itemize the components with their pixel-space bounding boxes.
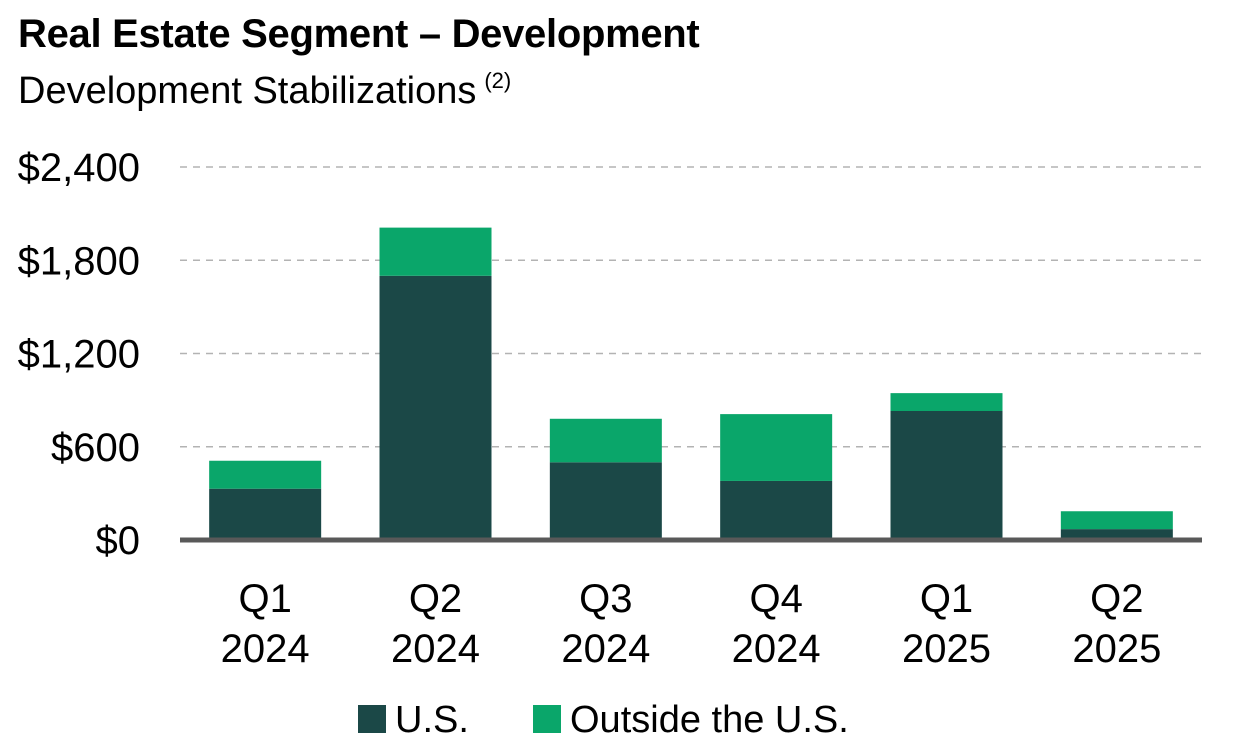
bar-outside-us bbox=[379, 227, 492, 276]
legend-label-us: U.S. bbox=[395, 699, 469, 741]
chart-title: Real Estate Segment – Development bbox=[18, 12, 700, 56]
gridlines bbox=[180, 166, 1202, 448]
y-axis-ticks: $0 $600 $1,200 $1,800 $2,400 bbox=[18, 146, 140, 563]
bar-outside-us bbox=[1060, 511, 1173, 530]
bar-outside-us bbox=[890, 393, 1003, 412]
bar-us bbox=[209, 488, 322, 540]
footnote-marker: (2) bbox=[484, 68, 512, 93]
x-tick-label: Q4 2024 bbox=[732, 577, 821, 671]
x-tick-label: Q2 2024 bbox=[391, 577, 480, 671]
y-tick-label: $0 bbox=[96, 519, 141, 563]
bar-us bbox=[720, 480, 833, 540]
bar-us bbox=[379, 275, 492, 540]
y-tick-label: $2,400 bbox=[18, 146, 140, 190]
legend-swatch-us bbox=[358, 705, 386, 733]
bar-us bbox=[549, 462, 662, 540]
y-tick-label: $1,200 bbox=[18, 333, 140, 377]
bar-outside-us bbox=[720, 414, 833, 481]
x-tick-label: Q1 2025 bbox=[902, 577, 991, 671]
bars bbox=[209, 227, 1173, 540]
bar-us bbox=[890, 411, 1003, 540]
chart-subtitle: Development Stabilizations (2) bbox=[18, 68, 512, 113]
x-tick-label: Q2 2025 bbox=[1072, 577, 1161, 671]
y-tick-label: $600 bbox=[51, 426, 140, 470]
bar-us bbox=[1060, 529, 1173, 540]
x-tick-label: Q3 2024 bbox=[561, 577, 650, 671]
legend: U.S. Outside the U.S. bbox=[358, 699, 849, 741]
y-tick-label: $1,800 bbox=[18, 239, 140, 283]
chart-subtitle-text: Development Stabilizations bbox=[18, 70, 477, 112]
legend-swatch-outside-us bbox=[533, 705, 561, 733]
x-axis-ticks: Q1 2024 Q2 2024 Q3 2024 Q4 2024 Q1 2025 Q2 2025 bbox=[221, 577, 1162, 671]
x-tick-label: Q1 2024 bbox=[221, 577, 310, 671]
legend-label-outside-us: Outside the U.S. bbox=[570, 699, 849, 741]
bar-outside-us bbox=[209, 460, 322, 489]
bar-outside-us bbox=[549, 418, 662, 463]
